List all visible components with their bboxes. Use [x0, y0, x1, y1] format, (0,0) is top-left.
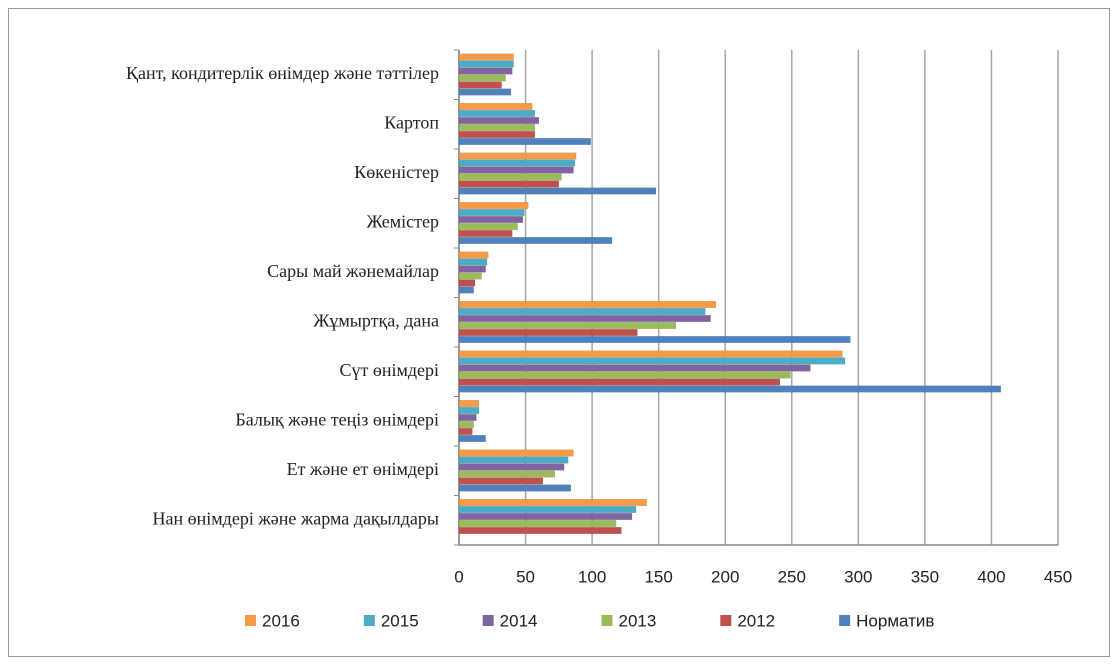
bar [458, 499, 647, 506]
bar [458, 152, 577, 160]
bar [458, 378, 781, 386]
x-tick-label: 200 [711, 567, 739, 586]
y-tick-label: Жемістер [367, 211, 439, 231]
bar [458, 81, 502, 89]
bar [458, 258, 488, 266]
bar [458, 428, 473, 435]
bar [458, 53, 514, 61]
bar [458, 159, 576, 167]
legend-label: Норматив [856, 611, 934, 630]
y-tick-label: Нан өнімдері және жарма дақылдары [153, 508, 439, 528]
bar [458, 88, 512, 96]
y-tick-label: Сүт өнімдері [339, 360, 439, 380]
y-tick-label: Балық және теңіз өнімдері [235, 409, 439, 429]
legend-swatch [601, 615, 613, 626]
bar [458, 251, 489, 259]
bar [458, 385, 1002, 393]
bar [458, 484, 572, 492]
bar [458, 131, 536, 138]
bar [458, 400, 480, 407]
bar [458, 110, 536, 117]
x-tick-label: 400 [977, 567, 1005, 586]
legend-swatch [363, 615, 375, 626]
bar [458, 187, 657, 195]
legend-swatch [245, 615, 256, 626]
x-tick-label: 0 [454, 567, 463, 586]
bar [458, 357, 846, 365]
x-tick-label: 250 [778, 567, 806, 586]
bar [458, 173, 562, 181]
bar [458, 456, 569, 464]
bar [458, 414, 477, 421]
y-tick-label: Ет және ет өнімдері [287, 459, 439, 479]
legend-swatch [839, 615, 851, 626]
bar [458, 371, 791, 379]
y-tick-label: Көкеністер [354, 162, 439, 182]
x-tick-label: 150 [644, 567, 672, 586]
x-tick-label: 350 [911, 567, 939, 586]
bar [458, 350, 843, 358]
bar [458, 138, 592, 145]
legend-label: 2015 [381, 611, 419, 630]
bar [458, 322, 677, 329]
x-tick-label: 100 [578, 567, 606, 586]
bar [458, 237, 613, 244]
bar [458, 301, 717, 308]
bar [458, 265, 486, 273]
bar [458, 216, 524, 223]
bar [458, 421, 474, 428]
legend-label: 2012 [737, 611, 775, 630]
legend-label: 2016 [262, 611, 300, 630]
bar [458, 463, 565, 471]
y-tick-label: Картоп [384, 112, 439, 132]
bar [458, 180, 560, 188]
bar [458, 520, 617, 527]
bar [458, 470, 556, 478]
bar [458, 336, 851, 343]
bar [458, 364, 811, 372]
bar [458, 202, 529, 209]
bar [458, 329, 638, 336]
bar [458, 513, 633, 520]
bar [458, 166, 574, 174]
legend-label: 2014 [500, 611, 538, 630]
legend-label: 2013 [618, 611, 656, 630]
bar [458, 230, 513, 237]
bar [458, 407, 480, 414]
bar [458, 209, 525, 216]
bar [458, 449, 574, 457]
bar [458, 74, 506, 82]
legend-swatch [720, 615, 732, 626]
x-tick-label: 50 [516, 567, 535, 586]
bar [458, 67, 513, 75]
bar [458, 435, 486, 442]
bar [458, 223, 518, 230]
bar [458, 60, 514, 68]
y-tick-label: Сары май жәнемайлар [267, 261, 439, 281]
bar [458, 279, 476, 287]
legend-swatch [482, 615, 494, 626]
x-tick-label: 300 [844, 567, 872, 586]
bar [458, 308, 706, 315]
bar [458, 315, 711, 322]
y-tick-label: Қант, кондитерлік өнімдер және тәттілер [126, 63, 439, 83]
bar [458, 272, 482, 280]
bar [458, 477, 544, 485]
bar [458, 124, 536, 131]
y-tick-label: Жұмыртқа, дана [313, 310, 439, 330]
bar [458, 117, 540, 124]
bar [458, 527, 622, 534]
bar [458, 103, 533, 110]
bar [458, 286, 474, 294]
bar [458, 506, 637, 513]
x-tick-label: 450 [1044, 567, 1072, 586]
